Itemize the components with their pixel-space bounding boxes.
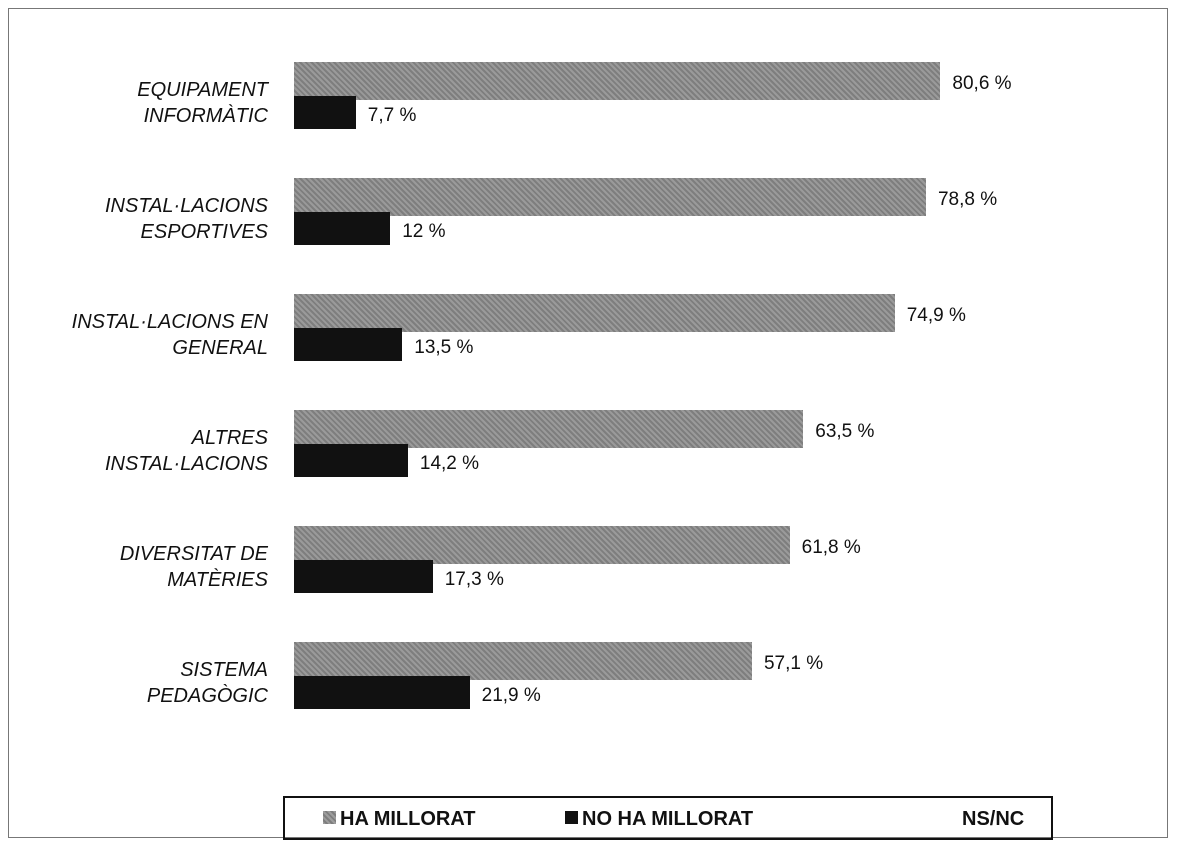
bar [294,560,433,593]
category-label: ALTRES INSTAL·LACIONS [105,427,268,475]
legend-label: HA MILLORAT [340,808,476,830]
legend-item: NO HA MILLORAT [565,808,753,831]
bar [294,642,752,680]
value-label: 14,2 % [419,453,480,474]
bar [294,294,895,332]
value-label: 63,5 % [815,421,875,442]
value-label: 61,8 % [801,537,861,558]
category-label: INSTAL·LACIONS ESPORTIVES [105,195,268,243]
value-label: 80,6 % [952,73,1012,94]
bar [294,444,408,477]
legend-swatch [565,811,578,824]
value-label: 13,5 % [414,337,474,358]
category-label: EQUIPAMENT INFORMÀTIC [137,79,268,127]
bar [294,676,470,709]
value-label: 12 % [402,221,446,242]
value-label: 74,9 % [906,305,966,326]
chart-frame [8,8,1168,838]
legend-label: NO HA MILLORAT [582,808,754,830]
category-label: SISTEMA PEDAGÒGIC [146,659,268,707]
value-label: 17,3 % [444,569,504,590]
value-label: 7,7 % [367,105,417,126]
bar [294,410,804,448]
bar [294,62,941,100]
category-label: DIVERSITAT DE MATÈRIES [119,543,268,591]
value-label: 78,8 % [937,189,998,210]
bar [294,526,790,564]
bar [294,96,356,129]
value-label: 21,9 % [481,685,541,706]
legend-item: NS/NC [945,808,1024,831]
legend-label: NS/NC [962,808,1025,830]
legend: HA MILLORAT NO HA MILLORAT NS/NC [283,796,1053,840]
bar [294,328,403,361]
value-label: 57,1 % [763,653,824,674]
bar [294,178,926,216]
category-label: INSTAL·LACIONS EN GENERAL [71,311,268,359]
legend-item: HA MILLORAT [323,808,476,831]
bar [294,212,391,245]
legend-swatch [945,811,958,824]
legend-swatch [323,811,336,824]
